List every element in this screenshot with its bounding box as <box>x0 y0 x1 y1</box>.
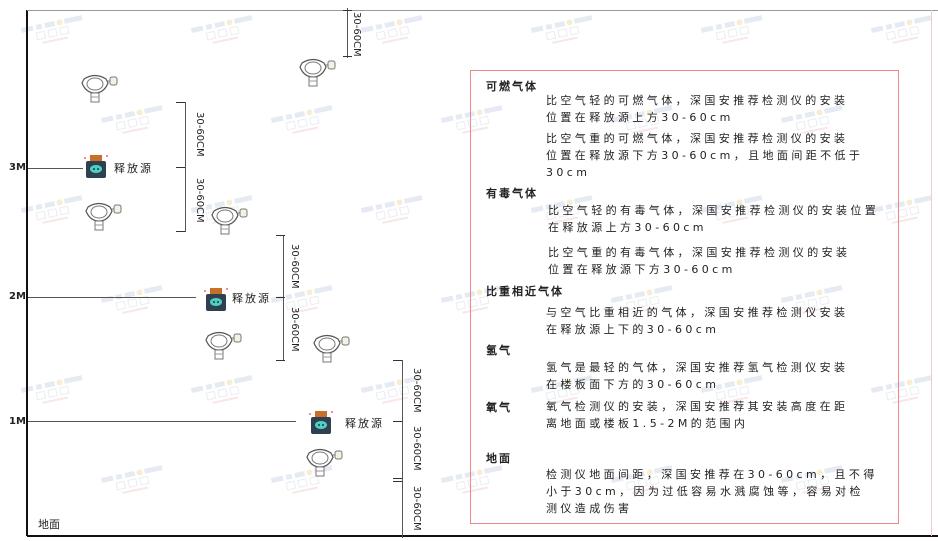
watermark-logo <box>700 15 770 49</box>
section-title: 地面 <box>486 452 512 465</box>
gas-detector-icon <box>78 73 118 107</box>
release-source-label: 释放源 <box>232 292 271 305</box>
section-paragraph: 比空气轻的可燃气体，深国安推荐检测仪的安装 位置在释放源上方30-60cm <box>546 94 849 124</box>
section-title: 氧气 <box>486 401 512 414</box>
level-1m-label: 1M <box>9 416 26 427</box>
floor-line <box>27 535 938 537</box>
watermark-logo <box>190 375 260 409</box>
dimension-line <box>283 235 284 361</box>
release-source-label: 释放源 <box>345 417 384 430</box>
section-title: 氢气 <box>486 344 512 357</box>
dimension-label: 30-60CM <box>411 426 422 471</box>
dimension-label: 30-60CM <box>194 178 205 223</box>
watermark-logo <box>190 15 260 49</box>
watermark-logo <box>530 15 600 49</box>
dimension-line <box>347 8 348 58</box>
gas-detector-icon <box>296 57 336 91</box>
watermark-logo <box>20 375 90 409</box>
gas-detector-icon <box>303 447 343 481</box>
ceiling-line <box>27 10 938 11</box>
release-source-label: 释放源 <box>114 162 153 175</box>
wall-line <box>26 10 28 536</box>
watermark-logo <box>20 195 90 229</box>
watermark-logo <box>100 285 170 319</box>
release-source-icon <box>83 152 109 184</box>
dimension-label: 30-60CM <box>351 12 362 57</box>
dimension-label: 30-60CM <box>194 112 205 157</box>
dimension-line <box>402 360 403 538</box>
section-paragraph: 比空气重的可燃气体，深国安推荐检测仪的安装 位置在释放源下方30-60cm，且地面… <box>546 132 864 179</box>
watermark-logo <box>100 465 170 499</box>
section-paragraph: 与空气比重相近的气体，深国安推荐检测仪安装 在释放源上下的30-60cm <box>546 306 849 336</box>
dimension-line <box>185 102 186 232</box>
watermark-logo <box>20 15 90 49</box>
section-title: 可燃气体 <box>486 80 538 93</box>
section-title: 有毒气体 <box>486 187 538 200</box>
level-3m-line <box>28 168 83 169</box>
dimension-label: 30-60CM <box>411 486 422 531</box>
watermark-logo <box>360 15 430 49</box>
section-paragraph: 氢气是最轻的气体，深国安推荐氢气检测仪安装 在楼板面下方的30-60cm <box>546 361 849 391</box>
level-3m-label: 3M <box>9 162 26 173</box>
gas-detector-icon <box>208 205 248 239</box>
gas-detector-icon <box>310 333 350 367</box>
watermark-logo <box>270 285 340 319</box>
watermark-logo <box>870 15 938 49</box>
watermark-logo <box>270 105 340 139</box>
section-title: 比重相近气体 <box>486 285 564 298</box>
section-paragraph: 比空气轻的有毒气体，深国安推荐检测仪的安装位置 在释放源上方30-60cm <box>548 204 880 234</box>
dimension-label: 30-60CM <box>289 244 300 289</box>
release-source-icon <box>203 285 229 317</box>
gas-detector-icon <box>202 330 242 364</box>
gas-detector-icon <box>82 201 122 235</box>
right-edge-line <box>931 10 932 536</box>
section-paragraph: 比空气重的有毒气体，深国安推荐检测仪的安装 位置在释放源下方30-60cm <box>548 246 851 276</box>
floor-label: 地面 <box>38 518 60 531</box>
level-2m-line <box>28 297 196 298</box>
release-source-icon <box>308 408 334 440</box>
dimension-label: 30-60CM <box>289 307 300 352</box>
watermark-logo <box>360 195 430 229</box>
dimension-label: 30-60CM <box>411 368 422 413</box>
level-1m-line <box>28 421 296 422</box>
section-paragraph: 检测仪地面间距，深国安推荐在30-60cm，且不得 小于30cm，因为过低容易水溅… <box>546 468 878 515</box>
level-2m-label: 2M <box>9 291 26 302</box>
installation-guidelines-box: 可燃气体 比空气轻的可燃气体，深国安推荐检测仪的安装 位置在释放源上方30-60c… <box>470 70 899 524</box>
watermark-logo <box>100 105 170 139</box>
section-paragraph: 氧气检测仪的安装，深国安推荐其安装高度在距 离地面或楼板1.5-2M的范围内 <box>546 400 849 430</box>
